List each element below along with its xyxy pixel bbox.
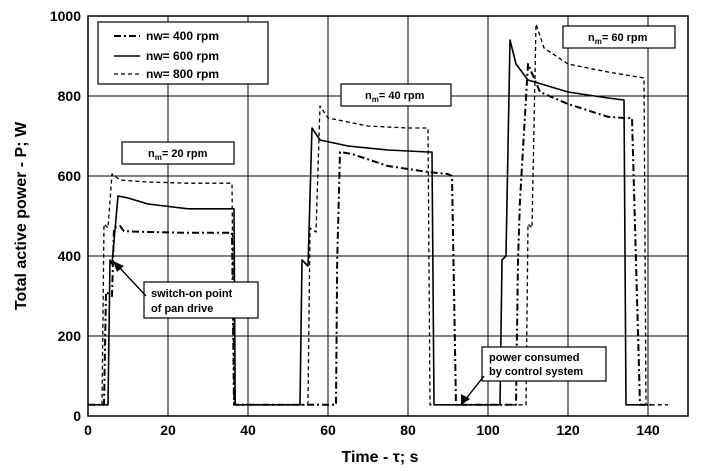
x-tick-label: 120 <box>556 422 580 438</box>
y-tick-label: 800 <box>58 88 82 104</box>
legend-box <box>97 21 269 85</box>
annotation-nm-20: nm= 20 rpm <box>121 141 235 165</box>
control-arrow-line <box>464 375 485 401</box>
y-tick-label: 1000 <box>50 8 81 24</box>
x-tick-label: 100 <box>476 422 500 438</box>
control-arrow-head <box>461 394 470 405</box>
switch-on-arrow-head <box>113 261 124 272</box>
x-axis-title: Time - τ; s <box>341 449 418 466</box>
legend: nw= 400 rpm nw= 600 rpm nw= 800 rpm <box>97 21 269 85</box>
y-tick-label: 0 <box>73 408 81 424</box>
series-line-2 <box>88 23 668 406</box>
annotation-nm-40: nm= 40 rpm <box>340 83 452 107</box>
svg-text:by control system: by control system <box>489 366 583 378</box>
svg-text:of pan drive: of pan drive <box>151 303 213 315</box>
x-tick-label: 40 <box>240 422 256 438</box>
x-tick-label: 20 <box>160 422 176 438</box>
svg-text:nm= 60 rpm: nm= 60 rpm <box>588 32 648 46</box>
y-tick-label: 400 <box>58 248 82 264</box>
switch-on-arrow-line <box>117 265 147 297</box>
x-tick-label: 80 <box>400 422 416 438</box>
svg-text:nm= 20 rpm: nm= 20 rpm <box>148 148 208 162</box>
series-line-1 <box>88 39 648 406</box>
x-tick-label: 140 <box>636 422 660 438</box>
svg-text:switch-on point: switch-on point <box>151 288 233 300</box>
series-line-0 <box>88 63 652 406</box>
x-tick-label: 60 <box>320 422 336 438</box>
x-tick-label: 0 <box>84 422 92 438</box>
annotation-control-system: power consumed by control system <box>461 346 607 405</box>
y-axis-title: Total active power - P; W <box>13 121 30 310</box>
y-tick-label: 600 <box>58 168 82 184</box>
plot-frame <box>87 15 689 417</box>
annotation-nm-60: nm= 60 rpm <box>562 25 676 49</box>
annotation-switch-on: switch-on point of pan drive <box>113 261 259 319</box>
tick-labels: 0 20 40 60 80 100 120 140 0 200 400 600 800 1000 <box>50 8 660 438</box>
series-lines <box>88 23 668 406</box>
legend-label-800: nw= 800 rpm <box>146 67 219 81</box>
svg-text:nm= 40 rpm: nm= 40 rpm <box>365 90 425 104</box>
legend-label-400: nw= 400 rpm <box>146 29 219 43</box>
y-tick-label: 200 <box>58 328 82 344</box>
svg-text:power consumed: power consumed <box>489 352 579 364</box>
legend-label-600: nw= 600 rpm <box>146 49 219 63</box>
